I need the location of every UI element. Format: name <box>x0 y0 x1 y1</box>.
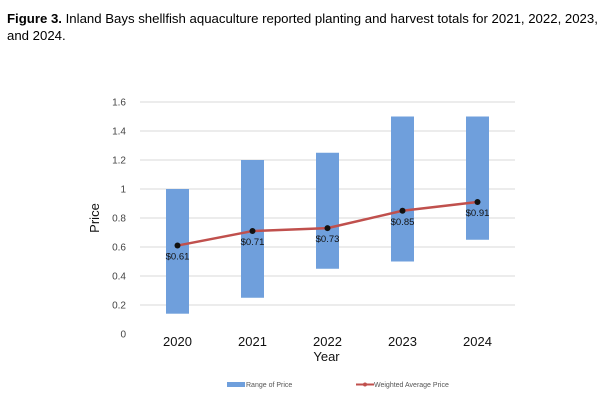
data-label: $0.61 <box>166 252 190 263</box>
figure-caption-text: Inland Bays shellfish aquaculture report… <box>7 11 598 43</box>
legend-label-range: Range of Price <box>246 382 292 389</box>
line-marker <box>324 225 331 232</box>
y-axis-title: Price <box>87 203 102 233</box>
range-bar <box>391 116 414 262</box>
legend-marker-average <box>363 382 367 387</box>
y-tick-label: 1 <box>120 185 126 196</box>
line-marker <box>174 242 181 249</box>
x-tick-label: 2020 <box>163 334 192 349</box>
figure-caption: Figure 3. Inland Bays shellfish aquacult… <box>7 10 612 44</box>
x-tick-label: 2021 <box>238 334 267 349</box>
y-tick-label: 0.8 <box>112 214 126 225</box>
figure-caption-label: Figure 3. <box>7 11 62 26</box>
y-tick-label: 1.2 <box>112 156 126 167</box>
y-tick-label: 0 <box>120 330 126 341</box>
line-marker <box>399 207 406 214</box>
data-label: $0.91 <box>466 208 490 219</box>
data-label: $0.71 <box>241 237 265 248</box>
legend-swatch-range <box>227 382 245 387</box>
data-label: $0.85 <box>391 217 415 228</box>
legend-label-average: Weighted Average Price <box>374 382 449 389</box>
y-tick-label: 0.6 <box>112 243 126 254</box>
x-tick-label: 2023 <box>388 334 417 349</box>
data-label: $0.73 <box>316 234 340 245</box>
y-tick-label: 0.2 <box>112 301 126 312</box>
y-tick-label: 1.4 <box>112 127 126 138</box>
line-marker <box>249 228 256 235</box>
line-marker <box>474 199 481 206</box>
x-axis-title: Year <box>313 349 340 364</box>
y-tick-label: 0.4 <box>112 272 126 283</box>
x-tick-label: 2022 <box>313 334 342 349</box>
y-tick-label: 1.6 <box>112 98 126 109</box>
range-bar <box>316 152 339 269</box>
range-bar <box>466 116 489 240</box>
range-bar <box>166 189 189 314</box>
x-tick-label: 2024 <box>463 334 492 349</box>
